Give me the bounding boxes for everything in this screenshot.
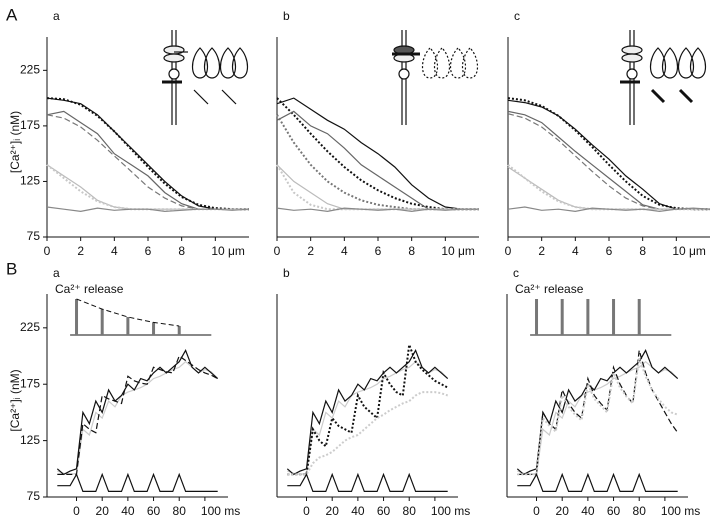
trace	[57, 360, 219, 476]
x-tick-label: 100 ms	[431, 504, 470, 518]
x-tick-label: 2	[538, 244, 545, 258]
trace	[46, 97, 249, 210]
x-tick-label: 6	[375, 244, 382, 258]
y-tick-label: 225	[20, 320, 40, 334]
x-tick-label: 20	[96, 504, 110, 518]
x-tick-label: 4	[572, 244, 579, 258]
panel-label: A	[6, 5, 18, 24]
trace	[276, 207, 479, 213]
x-tick-label: 2	[307, 244, 314, 258]
trace	[517, 360, 679, 476]
y-tick-label: 125	[20, 433, 40, 447]
x-tick-label: 0	[44, 244, 51, 258]
x-tick-label: 0	[505, 244, 512, 258]
trace	[276, 97, 479, 210]
trace	[507, 110, 710, 210]
trace	[276, 97, 479, 211]
trace	[287, 344, 449, 476]
x-tick-label: 0	[533, 504, 540, 518]
subplot-label: a	[53, 9, 60, 23]
trace	[507, 113, 710, 210]
x-tick-label: 10 μm	[211, 244, 245, 258]
release-envelope	[76, 298, 180, 327]
trace	[57, 355, 218, 475]
trace	[507, 166, 710, 210]
x-tick-label: 10 μm	[672, 244, 706, 258]
trace	[57, 472, 218, 492]
trace	[516, 348, 679, 476]
schematic-icons	[162, 30, 707, 125]
trace	[56, 348, 219, 476]
x-tick-label: 40	[121, 504, 135, 518]
annotation: Ca²⁺ release	[515, 282, 584, 296]
x-tick-label: 8	[639, 244, 646, 258]
trace	[276, 164, 479, 211]
x-tick-label: 80	[633, 504, 647, 518]
trace	[276, 114, 479, 211]
trace	[276, 110, 479, 210]
trace	[46, 114, 249, 210]
x-tick-label: 80	[173, 504, 187, 518]
x-tick-label: 0	[73, 504, 80, 518]
trace	[46, 97, 249, 211]
x-tick-label: 60	[607, 504, 621, 518]
trace	[287, 472, 448, 492]
annotation: Ca²⁺ release	[55, 282, 124, 296]
subplot-label: a	[53, 266, 60, 280]
x-tick-label: 20	[556, 504, 570, 518]
trace	[286, 348, 449, 476]
y-tick-label: 75	[27, 229, 41, 243]
subplot-label: c	[513, 266, 519, 280]
x-tick-label: 8	[408, 244, 415, 258]
x-tick-label: 40	[351, 504, 365, 518]
trace	[507, 97, 710, 211]
x-tick-label: 0	[303, 504, 310, 518]
x-tick-label: 6	[606, 244, 613, 258]
subplot-label: c	[514, 9, 520, 23]
x-tick-label: 40	[581, 504, 595, 518]
x-tick-label: 80	[403, 504, 417, 518]
x-tick-label: 0	[274, 244, 281, 258]
y-axis-label: [Ca²⁺]ᵢ (nM)	[8, 369, 22, 431]
x-tick-label: 10 μm	[441, 244, 475, 258]
x-tick-label: 60	[377, 504, 391, 518]
x-tick-label: 20	[326, 504, 340, 518]
trace	[287, 360, 449, 476]
x-tick-label: 100 ms	[201, 504, 240, 518]
y-tick-label: 175	[20, 118, 40, 132]
y-tick-label: 125	[20, 174, 40, 188]
trace	[46, 206, 250, 213]
x-tick-label: 60	[147, 504, 161, 518]
x-tick-label: 6	[145, 244, 152, 258]
panel-label: B	[6, 259, 17, 278]
x-tick-label: 2	[77, 244, 84, 258]
y-axis-label: [Ca²⁺]ᵢ (nM)	[8, 111, 22, 173]
y-tick-label: 75	[27, 489, 41, 503]
x-tick-label: 4	[111, 244, 118, 258]
x-tick-label: 8	[178, 244, 185, 258]
x-tick-label: 100 ms	[661, 504, 700, 518]
trace	[517, 472, 678, 492]
x-tick-label: 4	[341, 244, 348, 258]
subplot-label: b	[283, 9, 290, 23]
trace	[517, 350, 679, 475]
trace	[507, 206, 711, 213]
trace	[46, 110, 249, 210]
trace	[507, 99, 710, 210]
y-tick-label: 175	[20, 376, 40, 390]
trace	[517, 357, 679, 476]
subplot-label: b	[283, 266, 290, 280]
y-tick-label: 225	[20, 63, 40, 77]
trace	[287, 391, 449, 476]
